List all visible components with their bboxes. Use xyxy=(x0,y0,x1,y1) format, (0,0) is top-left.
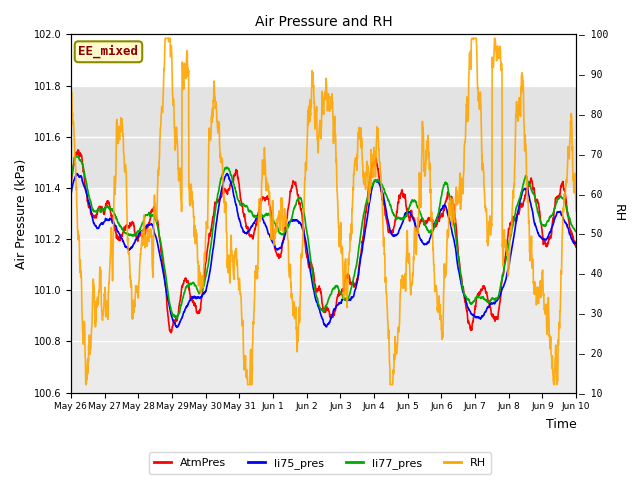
X-axis label: Time: Time xyxy=(546,418,577,431)
Legend: AtmPres, li75_pres, li77_pres, RH: AtmPres, li75_pres, li77_pres, RH xyxy=(149,453,491,474)
Y-axis label: RH: RH xyxy=(612,204,625,223)
Bar xyxy=(71,290,576,393)
Text: EE_mixed: EE_mixed xyxy=(79,45,138,59)
Y-axis label: Air Pressure (kPa): Air Pressure (kPa) xyxy=(15,158,28,268)
Bar xyxy=(71,188,576,290)
Title: Air Pressure and RH: Air Pressure and RH xyxy=(255,15,392,29)
Bar xyxy=(71,85,576,188)
